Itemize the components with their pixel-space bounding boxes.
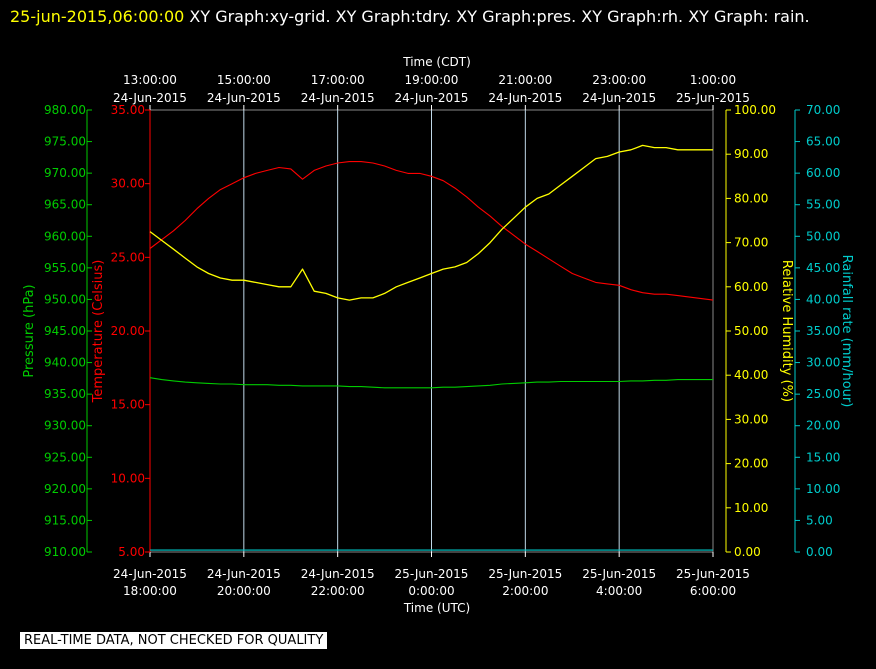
x-tick-label: 0:00:00 — [408, 584, 454, 598]
tdry-tick-label: 30.00 — [111, 177, 145, 191]
x-top-tick-label: 24-Jun-2015 — [301, 91, 375, 105]
pres-tick-label: 920.00 — [44, 482, 86, 496]
rain-tick-label: 35.00 — [806, 324, 840, 338]
rain-tick-label: 55.00 — [806, 198, 840, 212]
x-top-tick-label: 15:00:00 — [217, 73, 271, 87]
x-tick-label: 24-Jun-2015 — [301, 567, 375, 581]
x-top-tick-label: 24-Jun-2015 — [488, 91, 562, 105]
x-tick-label: 25-Jun-2015 — [488, 567, 562, 581]
x-tick-label: 22:00:00 — [311, 584, 365, 598]
rh-tick-label: 0.00 — [734, 545, 761, 559]
x-tick-label: 20:00:00 — [217, 584, 271, 598]
x-tick-label: 25-Jun-2015 — [676, 567, 750, 581]
rain-tick-label: 5.00 — [806, 513, 833, 527]
rh-tick-label: 10.00 — [734, 501, 768, 515]
rain-tick-label: 50.00 — [806, 229, 840, 243]
pres-tick-label: 950.00 — [44, 292, 86, 306]
rain-tick-label: 30.00 — [806, 356, 840, 370]
rh-tick-label: 90.00 — [734, 147, 768, 161]
graph-header: 25-jun-2015,06:00:00 XY Graph:xy-grid. X… — [10, 2, 866, 32]
rh-series-line — [149, 144, 713, 301]
rain-tick-label: 70.00 — [806, 103, 840, 117]
quality-disclaimer: REAL-TIME DATA, NOT CHECKED FOR QUALITY — [20, 632, 328, 649]
rh-tick-label: 60.00 — [734, 280, 768, 294]
x-top-tick-label: 17:00:00 — [311, 73, 365, 87]
rh-tick-label: 100.00 — [734, 103, 776, 117]
x-top-tick-label: 24-Jun-2015 — [395, 91, 469, 105]
pres-tick-label: 960.00 — [44, 229, 86, 243]
tdry-series-line — [149, 161, 714, 301]
x-top-tick-label: 24-Jun-2015 — [582, 91, 656, 105]
graph-list: XY Graph:xy-grid. XY Graph:tdry. XY Grap… — [184, 7, 810, 26]
rain-tick-label: 10.00 — [806, 482, 840, 496]
rh-axis-title: Relative Humidity (%) — [779, 260, 794, 402]
tdry-tick-label: 5.00 — [118, 545, 145, 559]
x-tick-label: 24-Jun-2015 — [207, 567, 281, 581]
tdry-tick-label: 10.00 — [111, 471, 145, 485]
rh-tick-label: 50.00 — [734, 324, 768, 338]
rh-tick-label: 20.00 — [734, 457, 768, 471]
pres-tick-label: 940.00 — [44, 356, 86, 370]
pres-tick-label: 930.00 — [44, 419, 86, 433]
rain-tick-label: 65.00 — [806, 135, 840, 149]
rh-tick-label: 40.00 — [734, 368, 768, 382]
x-axis-label-cdt: Time (CDT) — [402, 55, 471, 69]
x-tick-label: 24-Jun-2015 — [113, 567, 187, 581]
rain-tick-label: 15.00 — [806, 450, 840, 464]
pres-series-line — [149, 377, 713, 389]
rain-axis-title: Rainfall rate (mm/hour) — [839, 255, 854, 408]
pres-tick-label: 945.00 — [44, 324, 86, 338]
pres-tick-label: 915.00 — [44, 513, 86, 527]
tdry-tick-label: 25.00 — [111, 250, 145, 264]
pres-tick-label: 925.00 — [44, 450, 86, 464]
pres-tick-label: 955.00 — [44, 261, 86, 275]
rain-tick-label: 25.00 — [806, 387, 840, 401]
x-tick-label: 25-Jun-2015 — [395, 567, 469, 581]
pres-tick-label: 970.00 — [44, 166, 86, 180]
x-top-tick-label: 19:00:00 — [405, 73, 459, 87]
x-top-tick-label: 24-Jun-2015 — [113, 91, 187, 105]
x-tick-label: 18:00:00 — [123, 584, 177, 598]
x-axis-label-utc: Time (UTC) — [403, 601, 470, 615]
rh-tick-label: 70.00 — [734, 236, 768, 250]
rh-tick-label: 30.00 — [734, 412, 768, 426]
rain-tick-label: 20.00 — [806, 419, 840, 433]
pres-tick-label: 910.00 — [44, 545, 86, 559]
x-top-tick-label: 21:00:00 — [498, 73, 552, 87]
x-top-tick-label: 24-Jun-2015 — [207, 91, 281, 105]
x-top-tick-label: 13:00:00 — [123, 73, 177, 87]
tdry-tick-label: 15.00 — [111, 398, 145, 412]
pres-axis-title: Pressure (hPa) — [22, 284, 37, 377]
x-top-tick-label: 25-Jun-2015 — [676, 91, 750, 105]
x-top-tick-label: 1:00:00 — [690, 73, 736, 87]
x-tick-label: 6:00:00 — [690, 584, 736, 598]
rain-tick-label: 60.00 — [806, 166, 840, 180]
pres-tick-label: 965.00 — [44, 198, 86, 212]
x-tick-label: 2:00:00 — [502, 584, 548, 598]
tdry-axis-title: Temperature (Celsius) — [91, 260, 106, 404]
x-tick-label: 25-Jun-2015 — [582, 567, 656, 581]
x-top-tick-label: 23:00:00 — [592, 73, 646, 87]
rain-tick-label: 0.00 — [806, 545, 833, 559]
tdry-tick-label: 20.00 — [111, 324, 145, 338]
rain-tick-label: 40.00 — [806, 292, 840, 306]
pres-tick-label: 975.00 — [44, 135, 86, 149]
timestamp: 25-jun-2015,06:00:00 — [10, 7, 185, 26]
rh-tick-label: 80.00 — [734, 191, 768, 205]
pres-tick-label: 980.00 — [44, 103, 86, 117]
pres-tick-label: 935.00 — [44, 387, 86, 401]
x-tick-label: 4:00:00 — [596, 584, 642, 598]
tdry-tick-label: 35.00 — [111, 103, 145, 117]
rain-tick-label: 45.00 — [806, 261, 840, 275]
